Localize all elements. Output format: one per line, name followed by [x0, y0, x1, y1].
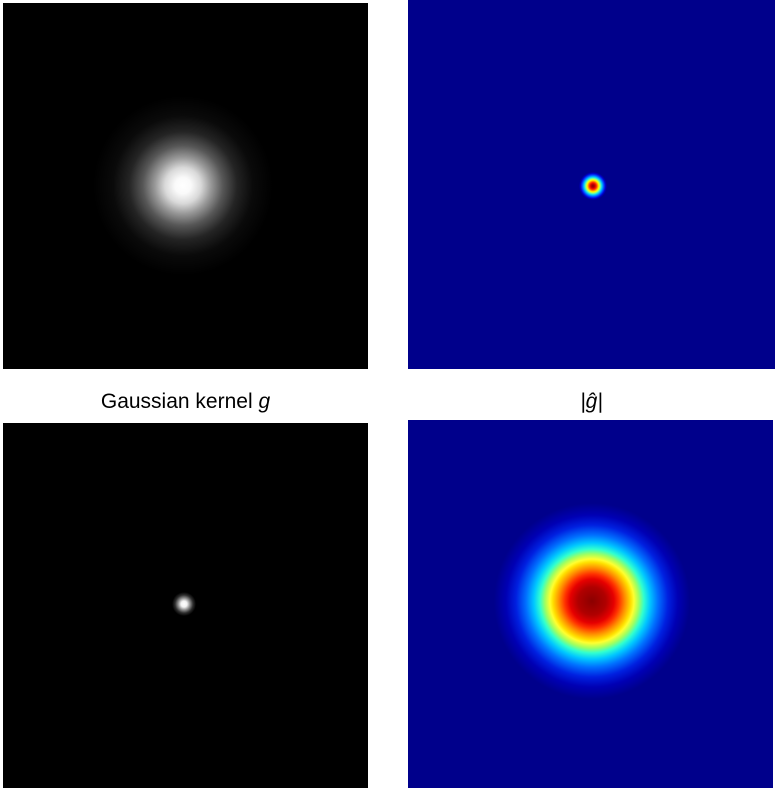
wide-gaussian-blob — [3, 3, 368, 369]
gaussian-kernel-caption: Gaussian kernel g — [3, 389, 368, 415]
narrow-gaussian-blob — [3, 423, 368, 788]
narrow-fourier-magnitude-image — [408, 0, 775, 369]
wide-fourier-spot — [408, 420, 773, 788]
wide-fourier-magnitude-image — [408, 420, 773, 788]
wide-gaussian-kernel-image — [3, 3, 368, 369]
gaussian-kernel-caption-symbol: g — [258, 390, 271, 413]
narrow-gaussian-kernel-image — [3, 423, 368, 788]
gaussian-kernel-caption-text: Gaussian kernel — [100, 390, 259, 413]
narrow-fourier-spot — [408, 0, 775, 369]
fourier-magnitude-caption: |ĝ| — [580, 390, 603, 413]
